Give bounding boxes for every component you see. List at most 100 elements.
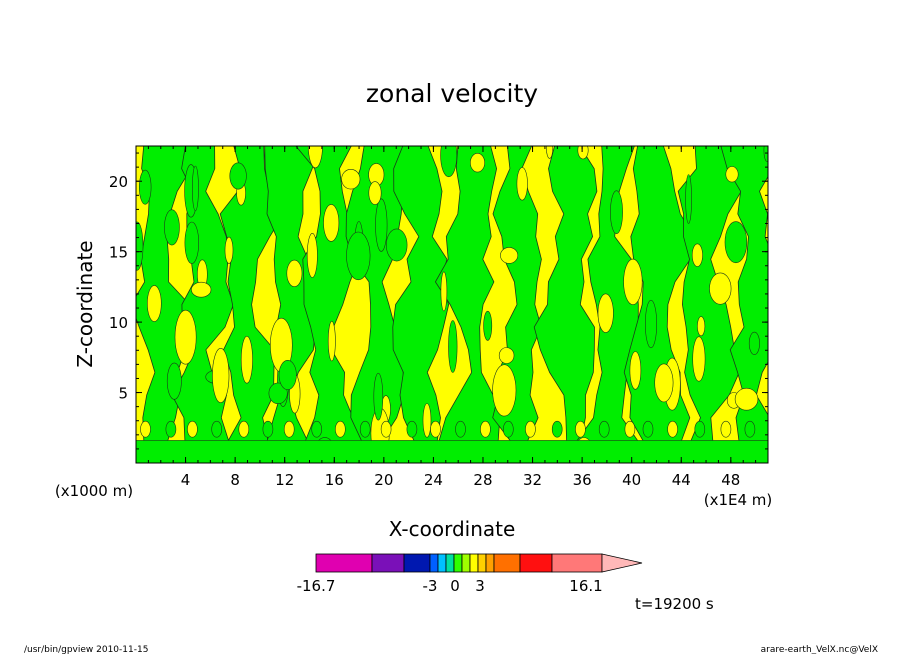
contour-patch xyxy=(498,347,515,364)
contour-patch xyxy=(654,363,674,403)
time-annotation: t=19200 s xyxy=(635,595,714,613)
contour-patch xyxy=(240,335,253,384)
contour-patch xyxy=(469,153,485,173)
surface-cell xyxy=(430,420,441,438)
x-axis-ticks: 4 8 12 16 20 24 28 32 36 40 44 48 xyxy=(147,146,757,489)
contour-patch xyxy=(268,382,288,404)
x-tick-label: 24 xyxy=(424,471,443,489)
contour-patch xyxy=(191,165,199,212)
contour-patch xyxy=(308,146,323,169)
colorbar-tick-label: 16.1 xyxy=(569,577,602,595)
y-unit-label: (x1000 m) xyxy=(55,482,133,500)
contour-patch xyxy=(516,167,528,201)
colorbar-segment xyxy=(551,553,603,573)
surface-cell xyxy=(598,420,610,438)
contour-patch xyxy=(577,146,589,160)
contour-patch xyxy=(139,169,152,205)
surface-cell xyxy=(211,420,222,438)
contour-patch xyxy=(323,204,340,242)
contour-patch xyxy=(164,209,180,246)
contour-patch xyxy=(136,221,144,271)
surface-cell xyxy=(165,420,177,438)
surface-cell xyxy=(187,420,198,438)
contour-patch xyxy=(724,221,748,264)
colorbar-segment xyxy=(315,553,373,573)
contour-patch xyxy=(174,309,197,365)
contour-patch xyxy=(709,272,732,305)
colorbar-tick-label: -16.7 xyxy=(297,577,336,595)
x-tick-label: 32 xyxy=(523,471,542,489)
colorbar-segment xyxy=(371,553,405,573)
surface-cell xyxy=(140,420,151,438)
green-band xyxy=(677,146,742,463)
surface-cell xyxy=(667,420,678,438)
colorbar-segment xyxy=(493,553,521,573)
y-tick-label: 15 xyxy=(109,244,128,262)
surface-cell xyxy=(642,420,654,438)
surface-layer xyxy=(136,440,768,463)
contour-patch xyxy=(286,259,303,288)
contour-patch xyxy=(191,281,212,298)
surface-cell xyxy=(694,420,706,438)
colorbar-segment xyxy=(519,553,553,573)
green-band xyxy=(434,146,501,463)
contour-patch xyxy=(386,228,408,262)
x-tick-label: 20 xyxy=(374,471,393,489)
x-tick-label: 12 xyxy=(275,471,294,489)
contour-patch xyxy=(500,247,519,264)
colorbar-segment xyxy=(469,553,479,573)
contour-patch xyxy=(692,336,706,382)
y-axis-ticks: 5 10 15 20 xyxy=(109,152,768,450)
x-tick-label: 48 xyxy=(721,471,740,489)
surface-cell xyxy=(283,420,295,438)
contour-patch xyxy=(623,258,643,306)
footer-left: /usr/bin/gpview 2010-11-15 xyxy=(24,645,148,654)
contour-patch xyxy=(483,310,493,341)
chart-title: zonal velocity xyxy=(366,79,538,108)
green-band xyxy=(264,146,322,463)
contour-patch xyxy=(748,331,760,356)
surface-cell xyxy=(575,420,586,438)
y-tick-label: 20 xyxy=(109,173,128,191)
x-tick-label: 8 xyxy=(230,471,240,489)
contour-patch xyxy=(422,403,432,438)
contour-patch xyxy=(346,231,371,281)
colorbar-segment xyxy=(485,553,495,573)
contour-patch xyxy=(212,347,230,403)
contour-patch xyxy=(448,320,458,373)
colorbar-segment xyxy=(437,553,447,573)
x-unit-label: (x1E4 m) xyxy=(704,491,773,509)
surface-cell xyxy=(525,420,536,438)
surface-cell xyxy=(311,420,323,438)
contour-patch xyxy=(440,271,448,312)
footer-right: arare-earth_VelX.nc@VelX xyxy=(761,645,878,654)
colorbar-segment xyxy=(429,553,439,573)
colorbar-segment xyxy=(403,553,431,573)
y-tick-label: 5 xyxy=(118,385,128,403)
contour-patch xyxy=(184,221,200,264)
surface-cell xyxy=(720,420,732,438)
colorbar-tick-label: 0 xyxy=(450,577,460,595)
contour-patch xyxy=(166,362,182,400)
x-tick-label: 44 xyxy=(672,471,691,489)
contour-patch xyxy=(306,232,318,278)
contour-patch xyxy=(610,190,623,234)
contour-patch xyxy=(440,146,458,178)
x-tick-label: 40 xyxy=(622,471,641,489)
contour-patch xyxy=(644,299,657,349)
surface-cell xyxy=(238,420,250,438)
contour-patch xyxy=(763,146,768,162)
contour-patch xyxy=(224,236,234,264)
colorbar-segment xyxy=(453,553,463,573)
contour-patch xyxy=(696,316,706,337)
surface-cell xyxy=(262,420,274,438)
y-tick-label: 10 xyxy=(109,314,128,332)
colorbar-segment xyxy=(477,553,487,573)
contour-patch xyxy=(147,285,162,322)
colorbar-arrow xyxy=(601,553,643,573)
contour-patch xyxy=(691,243,703,267)
colorbar-labels: -16.7 -3 0 3 16.1 xyxy=(297,577,603,595)
contour-field xyxy=(136,146,768,463)
contour-patch xyxy=(629,351,642,390)
